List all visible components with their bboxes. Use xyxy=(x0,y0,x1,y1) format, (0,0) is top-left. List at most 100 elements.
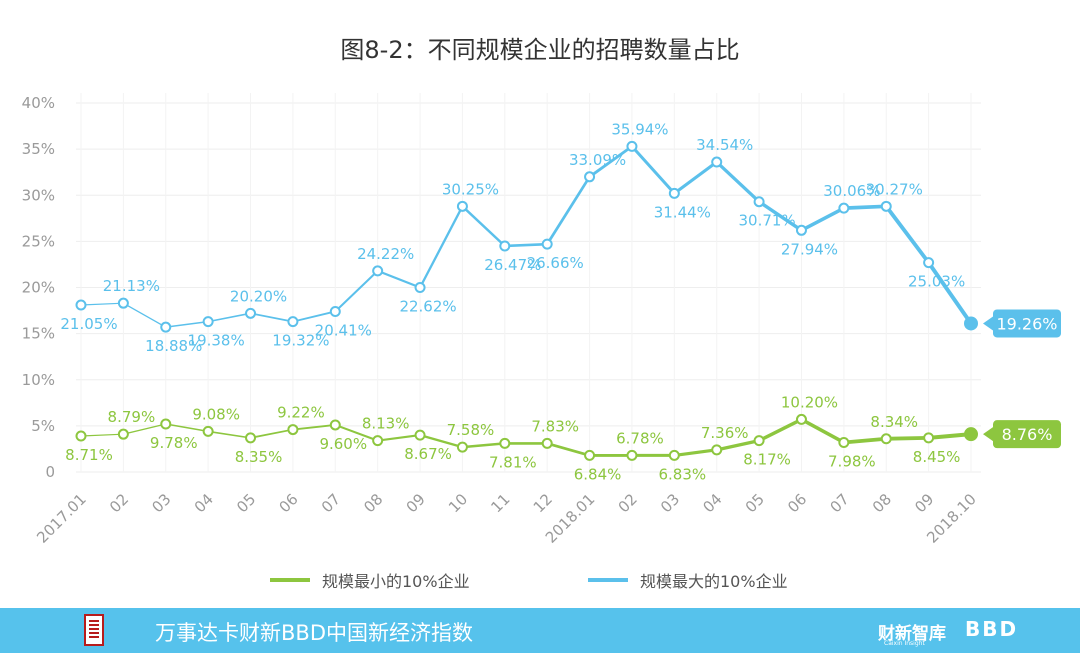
data-point xyxy=(964,316,978,331)
series-line-segment xyxy=(291,424,337,431)
data-point xyxy=(75,299,87,311)
data-label: 26.66% xyxy=(527,254,584,272)
series-line-segment xyxy=(207,430,252,439)
x-tick-label: 05 xyxy=(233,490,259,516)
data-point xyxy=(329,305,341,317)
data-label: 33.09% xyxy=(569,151,626,169)
x-tick-label: 03 xyxy=(148,490,174,516)
data-point xyxy=(795,413,807,425)
data-label: 8.71% xyxy=(65,446,113,464)
data-label: 8.17% xyxy=(743,451,791,469)
series-line-segment xyxy=(841,204,889,211)
data-label: 21.13% xyxy=(103,277,160,295)
x-tick-label: 2017.01 xyxy=(33,490,90,547)
y-tick-label: 30% xyxy=(22,186,55,204)
data-label: 7.83% xyxy=(531,417,579,435)
end-label-pointer xyxy=(983,427,993,442)
x-tick-label: 06 xyxy=(784,490,810,516)
data-label: 8.34% xyxy=(870,413,918,431)
footer-index-name: 万事达卡财新BBD中国新经济指数 xyxy=(155,621,473,645)
data-point xyxy=(372,265,384,277)
data-point xyxy=(668,187,680,199)
series-line-segment xyxy=(545,442,591,457)
series-line-segment xyxy=(249,312,294,323)
data-label: 8.35% xyxy=(235,448,283,466)
data-point xyxy=(245,432,257,444)
series-line-segment xyxy=(503,242,549,248)
x-tick-label: 04 xyxy=(699,490,725,516)
series-line-segment xyxy=(884,204,931,265)
data-label: 9.08% xyxy=(192,405,240,423)
data-point xyxy=(202,425,214,437)
data-point xyxy=(160,321,172,333)
data-label: 25.03% xyxy=(908,273,965,291)
x-tick-label: 02 xyxy=(106,490,132,516)
data-label: 7.58% xyxy=(447,421,495,439)
series-line-segment xyxy=(80,433,124,437)
x-tick-label: 04 xyxy=(191,490,217,516)
legend-label-largest: 规模最大的10%企业 xyxy=(640,572,788,591)
x-tick-label: 08 xyxy=(360,490,386,516)
y-tick-label: 20% xyxy=(22,279,55,297)
series-line-segment xyxy=(165,423,209,433)
y-tick-label: 10% xyxy=(22,371,55,389)
data-point xyxy=(838,436,850,448)
data-point xyxy=(160,418,172,430)
y-tick-label: 15% xyxy=(22,325,55,343)
data-label: 8.76% xyxy=(1002,425,1053,444)
chart-legend: 规模最小的10%企业 规模最大的10%企业 xyxy=(0,568,1080,592)
data-label: 6.78% xyxy=(616,429,664,447)
footer-bar: 万事达卡财新BBD中国新经济指数 财新智库 Caixin Insight BBD xyxy=(0,608,1080,653)
data-label: 9.78% xyxy=(150,434,198,452)
series-line-segment xyxy=(757,417,804,443)
legend-swatch-green xyxy=(270,578,310,582)
caixin-insight-logo: 财新智库 xyxy=(878,624,946,644)
x-tick-label: 05 xyxy=(742,490,768,516)
data-label: 9.60% xyxy=(319,435,367,453)
data-point xyxy=(795,224,807,236)
series-line-segment xyxy=(715,438,761,452)
end-label-box xyxy=(993,309,1061,338)
data-label: 20.20% xyxy=(230,287,287,305)
data-point xyxy=(287,424,299,436)
line-chart: 0 5% 10% 15% 20% 25% 30% 35% 40% 2017.01 02 03 04 05 0… xyxy=(22,93,1061,547)
series-line-segment xyxy=(334,423,379,442)
data-label: 7.81% xyxy=(489,453,537,471)
data-point xyxy=(711,444,723,456)
series-line-segment xyxy=(461,205,507,248)
data-point xyxy=(923,257,935,269)
series-line-segment xyxy=(249,428,294,439)
x-tick-label: 08 xyxy=(869,490,895,516)
data-point xyxy=(584,171,596,183)
series-line-segment xyxy=(80,302,124,306)
data-point xyxy=(584,449,596,461)
series-line-segment xyxy=(799,417,846,445)
data-point xyxy=(456,200,468,212)
x-tick-label: 07 xyxy=(318,490,344,516)
data-point xyxy=(499,240,511,252)
data-point xyxy=(880,200,892,212)
series-line-segment xyxy=(588,144,634,179)
data-label: 8.67% xyxy=(404,445,452,463)
series-line-segment xyxy=(122,423,167,435)
data-point xyxy=(541,238,553,250)
data-label: 6.84% xyxy=(574,465,622,483)
data-point xyxy=(753,435,765,447)
series-line-segment xyxy=(418,205,464,289)
bbd-logo: BBD xyxy=(965,617,1019,641)
x-tick-label: 07 xyxy=(826,490,852,516)
data-label: 6.83% xyxy=(659,465,707,483)
data-point xyxy=(499,437,511,449)
x-tick-label: 02 xyxy=(615,490,641,516)
y-tick-label: 40% xyxy=(22,94,55,112)
series-line-segment xyxy=(926,260,973,326)
data-point xyxy=(964,427,978,442)
y-tick-label: 25% xyxy=(22,232,55,250)
x-tick-label: 10 xyxy=(445,490,471,516)
series-line-segment xyxy=(418,433,464,449)
x-tick-label: 09 xyxy=(403,490,429,516)
series-line-segment xyxy=(841,436,889,445)
data-point xyxy=(329,419,341,431)
data-label: 34.54% xyxy=(696,136,753,154)
data-label: 30.25% xyxy=(442,180,499,198)
